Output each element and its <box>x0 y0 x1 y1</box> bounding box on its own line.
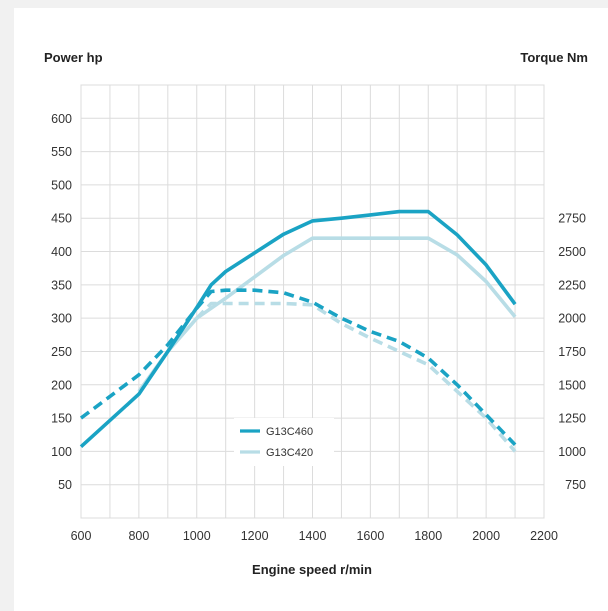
series-line-g13c420-torque <box>195 301 517 453</box>
series-line-g13c420-power <box>137 236 517 393</box>
x-tick-label: 2200 <box>530 529 558 543</box>
y-left-tick-label: 450 <box>51 212 72 226</box>
y-left-tick-label: 500 <box>51 178 72 192</box>
grid <box>80 84 545 519</box>
y-left-tick-label: 300 <box>51 312 72 326</box>
series-line-g13c460-power <box>79 209 517 449</box>
y-left-tick-label: 150 <box>51 412 72 426</box>
x-tick-label: 800 <box>128 529 149 543</box>
y-left-tick-label: 400 <box>51 245 72 259</box>
y-left-tick-label: 200 <box>51 378 72 392</box>
x-axis-title: Engine speed r/min <box>252 562 372 577</box>
y-right-tick-label: 2000 <box>558 312 586 326</box>
y-right-tick-label: 1750 <box>558 345 586 359</box>
y-left-tick-label: 250 <box>51 345 72 359</box>
y-left-tick-label: 50 <box>58 478 72 492</box>
y-left-tick-label: 100 <box>51 445 72 459</box>
x-tick-label: 600 <box>71 529 92 543</box>
y-right-tick-label: 2500 <box>558 245 586 259</box>
legend: G13C460 G13C420 <box>234 418 334 466</box>
chart-card: 600 800 1000 1200 1400 1600 1800 2000 2200 50 100… <box>14 8 608 611</box>
x-tick-label: 2000 <box>472 529 500 543</box>
x-axis-ticks: 600 800 1000 1200 1400 1600 1800 2000 2200 <box>71 529 558 543</box>
y-left-tick-label: 350 <box>51 278 72 292</box>
legend-label-g13c420: G13C420 <box>266 447 313 459</box>
y-left-tick-label: 600 <box>51 112 72 126</box>
y-right-tick-label: 1500 <box>558 378 586 392</box>
x-tick-label: 1200 <box>241 529 269 543</box>
y-right-tick-label: 1000 <box>558 445 586 459</box>
y-right-tick-label: 750 <box>565 478 586 492</box>
x-tick-label: 1800 <box>414 529 442 543</box>
legend-box <box>234 418 334 466</box>
y-left-axis-title: Power hp <box>44 50 103 65</box>
x-tick-label: 1600 <box>356 529 384 543</box>
x-tick-label: 1400 <box>299 529 327 543</box>
y-right-axis-ticks: 750 1000 1250 1500 1750 2000 2250 2500 2750 <box>558 212 586 492</box>
x-tick-label: 1000 <box>183 529 211 543</box>
y-right-axis-title: Torque Nm <box>520 50 588 65</box>
y-right-tick-label: 2750 <box>558 212 586 226</box>
y-right-tick-label: 1250 <box>558 412 586 426</box>
y-left-axis-ticks: 50 100 150 200 250 300 350 400 450 500 550 600 <box>51 112 72 492</box>
legend-label-g13c460: G13C460 <box>266 426 313 438</box>
engine-performance-chart: 600 800 1000 1200 1400 1600 1800 2000 2200 50 100… <box>44 50 588 577</box>
y-left-tick-label: 550 <box>51 145 72 159</box>
y-right-tick-label: 2250 <box>558 278 586 292</box>
series-lines <box>79 209 517 453</box>
series-line-g13c460-torque <box>79 288 517 446</box>
